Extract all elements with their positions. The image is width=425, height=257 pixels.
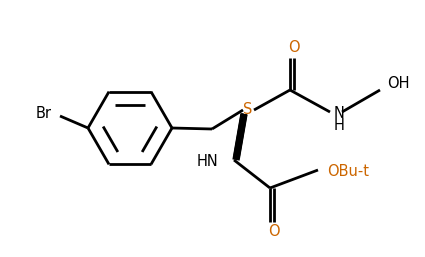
Text: S: S — [243, 103, 253, 117]
Text: N: N — [334, 106, 345, 122]
Text: HN: HN — [196, 154, 218, 170]
Text: OBu-t: OBu-t — [327, 164, 369, 179]
Text: OH: OH — [387, 77, 409, 91]
Text: O: O — [288, 41, 300, 56]
Text: O: O — [268, 225, 280, 240]
Text: Br: Br — [36, 106, 52, 122]
Text: H: H — [334, 117, 345, 133]
